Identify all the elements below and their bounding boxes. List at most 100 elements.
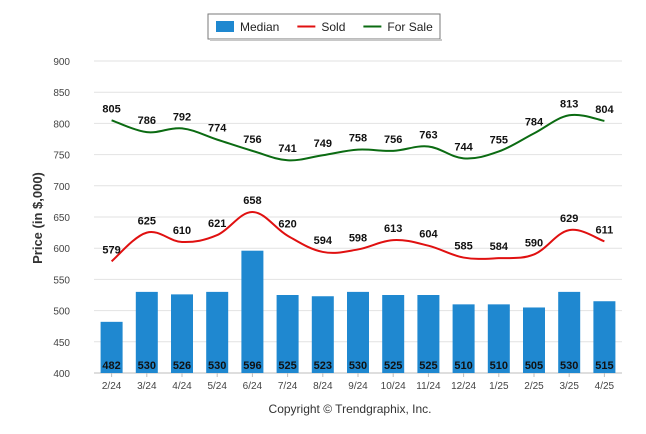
y-tick-label: 900 <box>53 57 70 68</box>
x-axis-ticks: 2/24 3/24 4/24 5/24 6/24 7/24 8/24 9/24 10/24 11/… <box>102 373 615 392</box>
y-tick-label: 600 <box>53 244 70 255</box>
sold-legend-label: Sold <box>321 20 345 34</box>
median-bar-label: 510 <box>454 360 472 372</box>
for-sale-data-label: 763 <box>419 129 437 141</box>
for-sale-data-label: 786 <box>138 115 156 127</box>
y-tick-label: 450 <box>53 338 70 349</box>
sold-data-label: 604 <box>419 229 438 241</box>
for-sale-legend-label: For Sale <box>387 20 433 34</box>
legend-box-shadow <box>210 39 442 41</box>
x-tick-label: 9/24 <box>348 381 368 392</box>
for-sale-data-label: 804 <box>595 104 614 116</box>
sold-data-label: 584 <box>490 241 509 253</box>
for-sale-data-label: 756 <box>243 134 261 146</box>
median-bar-label: 505 <box>525 360 543 372</box>
x-tick-label: 8/24 <box>313 381 333 392</box>
median-bar-label: 510 <box>490 360 508 372</box>
for-sale-data-label: 813 <box>560 98 578 110</box>
for-sale-data-label: 805 <box>102 103 120 115</box>
sold-data-label: 613 <box>384 223 402 235</box>
x-tick-label: 3/25 <box>559 381 579 392</box>
sold-line <box>110 211 605 263</box>
median-bar <box>206 291 229 373</box>
x-tick-label: 2/25 <box>524 381 544 392</box>
y-axis-label: Price (in $,000) <box>30 172 45 264</box>
for-sale-data-label: 784 <box>525 116 544 128</box>
median-bar-label: 530 <box>560 360 578 372</box>
sold-data-label: 585 <box>454 241 472 253</box>
median-bar <box>311 296 334 373</box>
median-bar <box>523 307 545 373</box>
median-bar-label: 530 <box>349 360 367 372</box>
x-tick-label: 7/24 <box>278 381 298 392</box>
gridlines <box>94 60 622 374</box>
median-bar <box>276 295 299 373</box>
median-bar <box>241 250 264 373</box>
median-bar <box>593 301 616 373</box>
for-sale-data-label: 755 <box>490 134 508 146</box>
sold-data-label: 579 <box>102 244 120 256</box>
median-bar <box>558 291 581 373</box>
median-bar-label: 530 <box>138 360 156 372</box>
sold-data-label: 625 <box>138 216 156 228</box>
x-tick-label: 11/24 <box>416 381 441 392</box>
for-sale-data-label: 774 <box>208 123 227 135</box>
sold-data-label: 610 <box>173 225 191 237</box>
sold-data-label: 658 <box>243 195 261 207</box>
for-sale-data-label: 744 <box>454 141 473 153</box>
median-bar <box>100 321 123 373</box>
y-tick-label: 550 <box>53 275 70 286</box>
sold-data-label: 629 <box>560 213 578 225</box>
median-legend-swatch <box>216 21 234 32</box>
y-tick-label: 400 <box>53 369 70 380</box>
x-tick-label: 10/24 <box>381 381 406 392</box>
sold-data-label: 611 <box>596 224 614 236</box>
median-bar-label: 515 <box>595 360 613 372</box>
x-tick-label: 2/24 <box>102 381 122 392</box>
y-tick-label: 800 <box>53 119 70 130</box>
x-tick-label: 6/24 <box>243 381 263 392</box>
sold-data-label: 590 <box>525 237 543 249</box>
for-sale-data-label: 741 <box>278 143 296 155</box>
sold-data-label: 594 <box>314 235 333 247</box>
median-bar-label: 525 <box>384 360 402 372</box>
median-bar <box>417 295 440 373</box>
median-bar-label: 530 <box>208 360 226 372</box>
for-sale-line <box>111 113 605 162</box>
y-tick-label: 500 <box>53 307 70 318</box>
legend-box <box>207 13 441 40</box>
y-tick-label: 750 <box>53 151 70 162</box>
series-lines: 579 625 610 621 658 620 594 598 613 604 585 584 590 6… <box>102 98 614 263</box>
sold-data-label: 621 <box>208 218 226 230</box>
y-axis-ticks: 400 450 500 550 600 650 700 750 800 850 900 <box>53 57 70 380</box>
x-tick-label: 12/24 <box>451 381 476 392</box>
median-bar-label: 482 <box>102 360 120 372</box>
median-legend-label: Median <box>240 20 279 34</box>
median-bar-label: 525 <box>419 360 437 372</box>
median-bar-label: 596 <box>243 360 261 372</box>
median-bar-label: 525 <box>278 360 296 372</box>
copyright-credit: Copyright © Trendgraphix, Inc. <box>269 402 432 416</box>
sold-data-label: 598 <box>349 232 367 244</box>
x-tick-label: 1/25 <box>489 381 509 392</box>
y-tick-label: 850 <box>53 88 70 99</box>
median-bar-label: 523 <box>314 360 332 372</box>
x-tick-label: 4/25 <box>595 381 615 392</box>
y-tick-label: 700 <box>53 182 70 193</box>
median-bar <box>382 295 405 373</box>
x-tick-label: 4/24 <box>172 381 192 392</box>
sold-data-label: 620 <box>278 219 296 231</box>
median-bar <box>347 291 369 373</box>
legend: Median Sold For Sale <box>207 13 442 41</box>
for-sale-data-label: 792 <box>173 111 191 123</box>
median-bar <box>487 304 510 373</box>
for-sale-data-label: 758 <box>349 133 367 145</box>
for-sale-data-label: 749 <box>314 138 332 150</box>
median-bar <box>135 291 158 373</box>
median-bar <box>171 294 193 373</box>
median-bar-label: 526 <box>173 360 191 372</box>
median-bars: 482 530 526 530 596 525 523 530 525 525 510 510 505 5… <box>100 250 616 373</box>
x-tick-label: 3/24 <box>137 381 157 392</box>
for-sale-data-label: 756 <box>384 134 402 146</box>
